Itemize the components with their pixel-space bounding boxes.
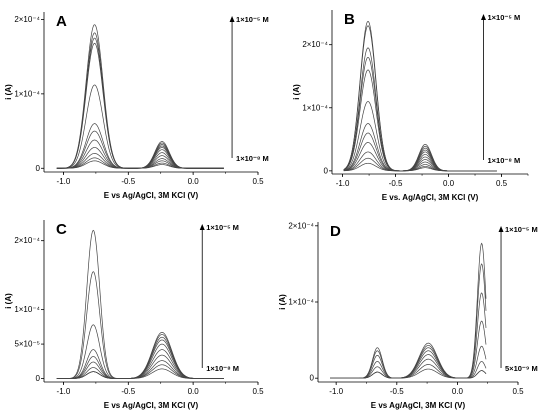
- voltammogram-curve: [330, 345, 487, 379]
- voltammogram-curve: [56, 160, 224, 169]
- y-axis-label: i (A): [4, 293, 13, 309]
- concentration-bottom-label: 1×10⁻⁸ M: [488, 156, 521, 165]
- y-tick-label: 0: [310, 374, 315, 383]
- voltammogram-curve: [56, 24, 224, 169]
- panel-b: -1.0 -0.5 0.0 0.5 0 1×10⁻⁴ 2×10⁻⁴ E vs. Ag/AgCl…: [292, 10, 529, 202]
- x-tick-label: -1.0: [336, 179, 350, 188]
- voltammogram-curve: [343, 20, 497, 172]
- voltammogram-curve: [343, 123, 497, 172]
- y-axis-label: i (A): [278, 294, 287, 310]
- x-tick-label: 0.0: [443, 179, 455, 188]
- y-tick-label: 1×10⁻⁴: [288, 298, 314, 307]
- concentration-bottom-label: 5×10⁻⁹ M: [505, 364, 538, 373]
- panel-letter: C: [56, 221, 67, 238]
- voltammogram-curve: [56, 32, 224, 169]
- y-tick-label: 0: [36, 164, 41, 173]
- voltammogram-curve: [56, 37, 224, 169]
- x-tick-label: 0.5: [496, 179, 508, 188]
- voltammogram-curve: [56, 271, 224, 379]
- x-tick-label: 0.0: [452, 387, 464, 396]
- x-tick-label: -1.0: [57, 177, 71, 186]
- concentration-top-label: 1×10⁻⁵ M: [206, 223, 239, 232]
- x-tick-label: -1.0: [57, 387, 71, 396]
- x-axis-label: E vs Ag/AgCl, 3M KCl (V): [371, 401, 466, 410]
- panel-letter: A: [56, 13, 67, 30]
- x-tick-label: 0.0: [188, 177, 200, 186]
- panel-d: -1.0 -0.5 0.0 0.5 0 1×10⁻⁴ 2×10⁻⁴ E vs Ag/AgCl,…: [278, 221, 538, 410]
- x-tick-label: -0.5: [121, 177, 135, 186]
- y-tick-label: 0: [36, 374, 41, 383]
- concentration-bottom-label: 1×10⁻⁸ M: [206, 364, 239, 373]
- concentration-top-label: 1×10⁻⁵ M: [505, 225, 538, 234]
- panel-letter: D: [330, 223, 341, 240]
- x-tick-label: 0.5: [252, 177, 264, 186]
- panel-c: -1.0 -0.5 0.0 0.5 0 5×10⁻⁵ 1×10⁻⁴ 2×10⁻⁴ E vs Ag…: [4, 220, 264, 410]
- voltammogram-curve: [330, 242, 487, 379]
- voltammogram-curve: [330, 263, 487, 379]
- y-tick-label: 2×10⁻⁴: [14, 15, 40, 24]
- x-tick-label: -1.0: [329, 387, 343, 396]
- voltammogram-curve: [330, 368, 487, 379]
- y-axis-label: i (A): [4, 84, 13, 100]
- voltammogram-curve: [56, 368, 224, 379]
- voltammogram-curve: [56, 324, 224, 379]
- panel-letter: B: [344, 11, 355, 28]
- y-tick-label: 2×10⁻⁴: [288, 221, 314, 230]
- x-axis-label: E vs. Ag/AgCl, 3M KCl (V): [382, 193, 479, 202]
- y-tick-label: 0: [324, 166, 329, 175]
- voltammogram-curve: [343, 162, 497, 172]
- voltammogram-curve: [343, 25, 497, 172]
- arrow-head-icon: [229, 16, 235, 22]
- arrow-head-icon: [498, 226, 504, 232]
- x-tick-label: 0.5: [252, 387, 264, 396]
- voltammogram-curve: [56, 42, 224, 169]
- x-tick-label: 0.5: [512, 387, 524, 396]
- arrow-head-icon: [481, 14, 487, 20]
- voltammogram-curve: [330, 292, 487, 379]
- voltammogram-curve: [330, 320, 487, 379]
- x-tick-label: -0.5: [389, 179, 403, 188]
- x-tick-label: 0.0: [188, 387, 200, 396]
- y-tick-label: 1×10⁻⁴: [14, 89, 40, 98]
- y-tick-label: 2×10⁻⁴: [14, 236, 40, 245]
- y-tick-label: 1×10⁻⁴: [302, 103, 328, 112]
- x-tick-label: -0.5: [121, 387, 135, 396]
- concentration-bottom-label: 1×10⁻⁸ M: [236, 154, 269, 163]
- y-tick-label: 5×10⁻⁵: [14, 340, 40, 349]
- y-tick-label: 1×10⁻⁴: [14, 305, 40, 314]
- x-axis-label: E vs Ag/AgCl, 3M KCl (V): [104, 401, 199, 410]
- concentration-top-label: 1×10⁻⁵ M: [236, 15, 269, 24]
- voltammogram-curve: [56, 130, 224, 169]
- y-axis-label: i (A): [292, 84, 301, 100]
- x-axis-label: E vs Ag/AgCl, 3M KCl (V): [104, 191, 199, 200]
- y-tick-label: 2×10⁻⁴: [302, 40, 328, 49]
- panel-a: -1.0 -0.5 0.0 0.5 0 1×10⁻⁴ 2×10⁻⁴ E vs Ag/AgCl,…: [4, 12, 269, 200]
- x-tick-label: -0.5: [390, 387, 404, 396]
- concentration-top-label: 1×10⁻⁵ M: [488, 13, 521, 22]
- arrow-head-icon: [199, 224, 205, 230]
